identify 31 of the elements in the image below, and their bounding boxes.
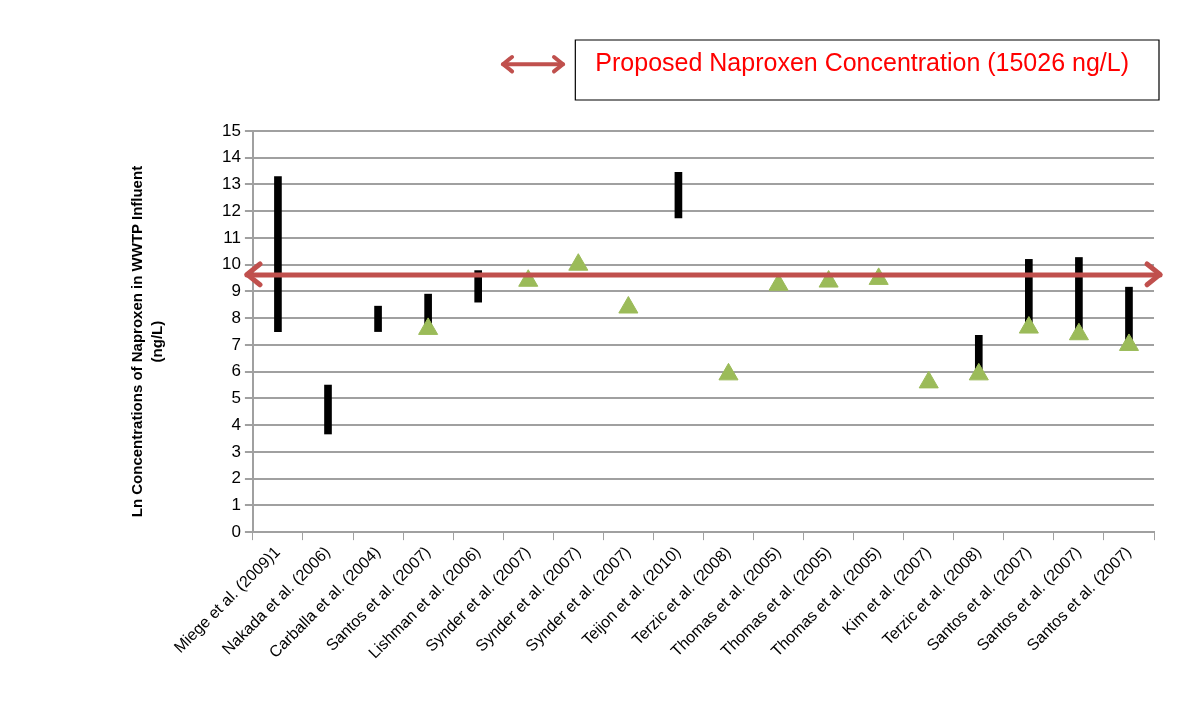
- y-tick-label: 14: [221, 147, 241, 167]
- point: [568, 253, 589, 271]
- point: [1068, 322, 1089, 341]
- y-tick-label: 10: [221, 254, 241, 274]
- point: [1018, 316, 1039, 334]
- point: [418, 317, 439, 335]
- point: [718, 362, 739, 381]
- bar: [274, 176, 282, 332]
- bar: [374, 305, 382, 332]
- bar: [324, 384, 332, 435]
- y-tick-label: 15: [221, 120, 241, 140]
- y-tick-label: 4: [231, 414, 241, 434]
- bar: [674, 172, 683, 219]
- y-tick-label: 3: [231, 441, 241, 461]
- point: [918, 370, 939, 389]
- point: [968, 362, 989, 381]
- y-tick-label: 11: [223, 227, 241, 247]
- y-tick-label: 13: [221, 174, 241, 194]
- legend-label: Proposed Naproxen Concentration (15026 ng/L): [595, 47, 1130, 76]
- y-tick-label: 1: [231, 495, 241, 515]
- y-tick-label: 5: [231, 388, 241, 408]
- y-axis-title: Ln Concentrations of Naproxen in WWTP Influent (ng/L): [128, 165, 166, 518]
- point: [1118, 333, 1139, 351]
- y-tick-label: 6: [231, 361, 241, 381]
- y-tick-label: 12: [221, 200, 241, 220]
- point: [618, 296, 639, 314]
- y-tick-label: 8: [231, 307, 241, 327]
- y-tick-label: 0: [231, 521, 241, 541]
- y-tick-label: 2: [231, 468, 241, 488]
- y-tick-label: 7: [231, 334, 241, 354]
- y-tick-label: 9: [231, 281, 241, 301]
